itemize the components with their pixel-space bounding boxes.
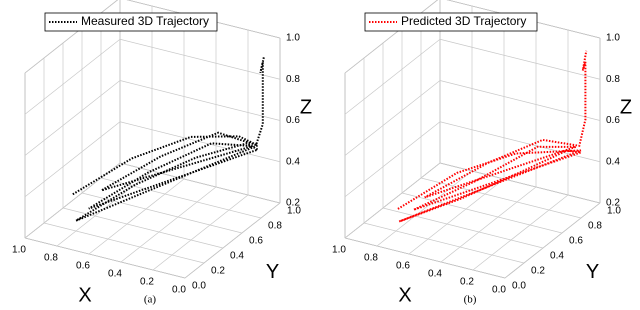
y-tick-label: 0.4 <box>230 251 244 262</box>
x-tick-label: 1.0 <box>332 245 346 256</box>
grid-line <box>24 121 121 198</box>
grid-line <box>439 38 601 80</box>
grid-line <box>382 207 544 249</box>
legend-box <box>364 12 538 32</box>
y-tick-label: 0.0 <box>512 281 526 292</box>
y-tick-label: 0.8 <box>268 221 282 232</box>
grid-line <box>24 80 121 156</box>
x-tick-label: 0.8 <box>44 253 58 264</box>
grid-line <box>43 222 205 264</box>
grid-line <box>408 178 505 255</box>
grid-line <box>62 207 224 249</box>
y-tick-label: 0.6 <box>249 236 263 247</box>
y-axis-title: Y <box>266 261 279 283</box>
x-axis-title: X <box>398 284 411 306</box>
grid-line <box>24 38 121 115</box>
y-tick-label: 1.0 <box>607 206 621 217</box>
z-tick-label: 1.0 <box>286 33 300 44</box>
x-axis-title: X <box>78 284 91 306</box>
grid-line <box>119 162 281 204</box>
grid-line <box>401 192 563 234</box>
legend-label: Measured 3D Trajectory <box>81 14 209 28</box>
grid-line <box>344 0 439 74</box>
grid-line <box>472 194 569 271</box>
legend-box <box>44 12 218 32</box>
y-tick-label: 0.2 <box>211 266 225 277</box>
x-tick-label: 0.0 <box>492 285 506 296</box>
trajectory <box>72 57 265 222</box>
grid-line <box>439 121 601 163</box>
grid-line <box>120 186 217 263</box>
caption: (b) <box>464 294 477 306</box>
x-tick-label: 0.2 <box>460 277 474 288</box>
y-tick-label: 0.6 <box>569 236 583 247</box>
grid-line <box>119 38 281 80</box>
grid-line <box>376 170 473 247</box>
trajectory <box>397 50 588 223</box>
grid-line <box>344 162 441 239</box>
x-tick-label: 0.6 <box>396 261 410 272</box>
z-axis-title: Z <box>300 97 312 119</box>
z-tick-label: 1.0 <box>606 33 620 44</box>
grid-line <box>184 202 281 279</box>
x-tick-label: 0.6 <box>76 261 90 272</box>
grid-line <box>100 177 262 219</box>
grid-line <box>344 80 441 156</box>
z-tick-label: 0.4 <box>286 156 300 167</box>
grid-line <box>88 178 185 255</box>
legend-label: Predicted 3D Trajectory <box>401 14 526 28</box>
z-tick-label: 0.6 <box>606 115 620 126</box>
z-tick-label: 0.2 <box>286 198 300 209</box>
grid-line <box>24 237 186 279</box>
grid-line <box>24 162 121 239</box>
x-tick-label: 0.4 <box>108 269 122 280</box>
grid-line <box>119 80 281 121</box>
grid-line <box>81 192 243 234</box>
x-tick-label: 0.8 <box>364 253 378 264</box>
z-tick-label: 0.8 <box>606 74 620 85</box>
y-tick-label: 0.2 <box>531 266 545 277</box>
z-tick-label: 0.4 <box>606 156 620 167</box>
grid-line <box>420 177 582 219</box>
grid-line <box>363 222 525 264</box>
y-tick-label: 0.8 <box>588 221 602 232</box>
grid-line <box>344 237 506 279</box>
grid-line <box>119 121 281 163</box>
grid-line <box>24 0 119 74</box>
z-tick-label: 0.6 <box>286 115 300 126</box>
z-tick-label: 0.2 <box>606 198 620 209</box>
grid-line <box>440 186 537 263</box>
y-axis-title: Y <box>586 261 599 283</box>
z-axis-title: Z <box>620 97 632 119</box>
y-tick-label: 1.0 <box>287 206 301 217</box>
y-tick-label: 0.0 <box>192 281 206 292</box>
x-tick-label: 0.4 <box>428 269 442 280</box>
grid-line <box>439 80 601 121</box>
grid-line <box>152 194 249 271</box>
grid-line <box>344 38 441 115</box>
z-tick-label: 0.8 <box>286 74 300 85</box>
grid-line <box>504 202 601 279</box>
x-tick-label: 0.0 <box>172 285 186 296</box>
y-tick-label: 0.4 <box>550 251 564 262</box>
caption: (a) <box>144 294 157 306</box>
grid-line <box>344 121 441 198</box>
x-tick-label: 1.0 <box>12 245 26 256</box>
x-tick-label: 0.2 <box>140 277 154 288</box>
